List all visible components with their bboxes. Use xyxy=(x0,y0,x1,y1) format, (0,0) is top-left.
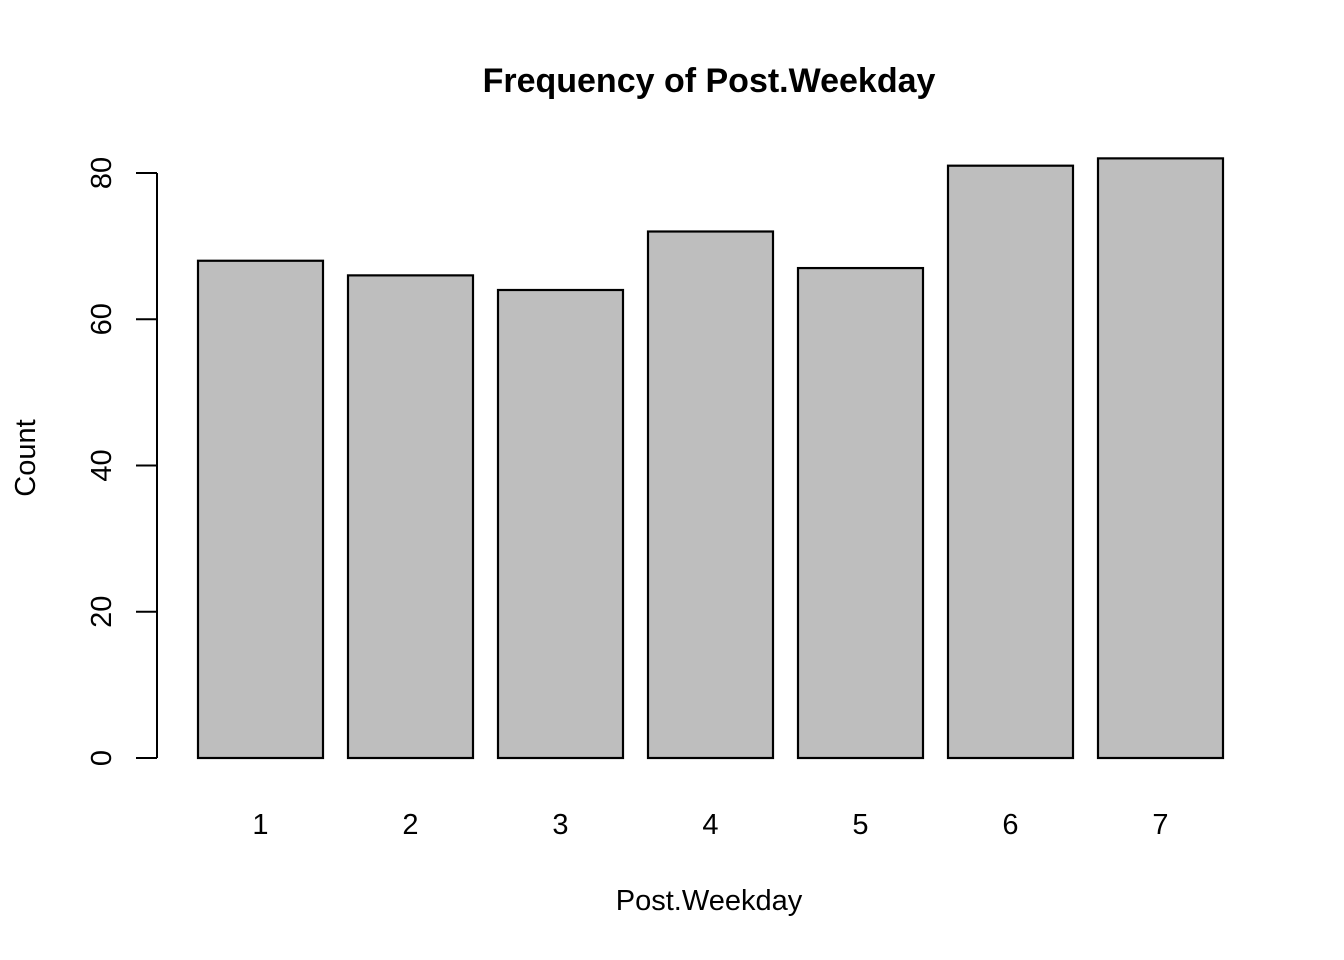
bar-6 xyxy=(946,164,1075,760)
x-tick-label: 5 xyxy=(852,809,868,841)
bar-5 xyxy=(796,266,925,760)
y-tick-label: 80 xyxy=(86,157,118,189)
bars-layer xyxy=(196,157,1225,760)
x-tick-label: 1 xyxy=(252,809,268,841)
y-axis: 0 20 40 60 80 xyxy=(86,157,158,766)
bar-1 xyxy=(196,259,325,760)
bar-7 xyxy=(1096,157,1225,760)
x-tick-label: 2 xyxy=(402,809,418,841)
y-tick-label: 0 xyxy=(86,750,118,766)
y-axis-label: Count xyxy=(10,419,42,496)
x-tick-labels: 1 2 3 4 5 6 7 xyxy=(252,809,1168,841)
x-tick-label: 4 xyxy=(702,809,718,841)
y-tick-label: 20 xyxy=(86,596,118,628)
x-tick-label: 3 xyxy=(552,809,568,841)
y-tick-label: 40 xyxy=(86,449,118,481)
x-tick-label: 7 xyxy=(1152,809,1168,841)
y-tick-label: 60 xyxy=(86,303,118,335)
x-tick-label: 6 xyxy=(1002,809,1018,841)
bar-4 xyxy=(646,230,775,760)
bar-3 xyxy=(496,288,625,760)
x-axis-label: Post.Weekday xyxy=(616,885,803,917)
bar-2 xyxy=(346,274,475,760)
chart-title: Frequency of Post.Weekday xyxy=(483,62,936,100)
